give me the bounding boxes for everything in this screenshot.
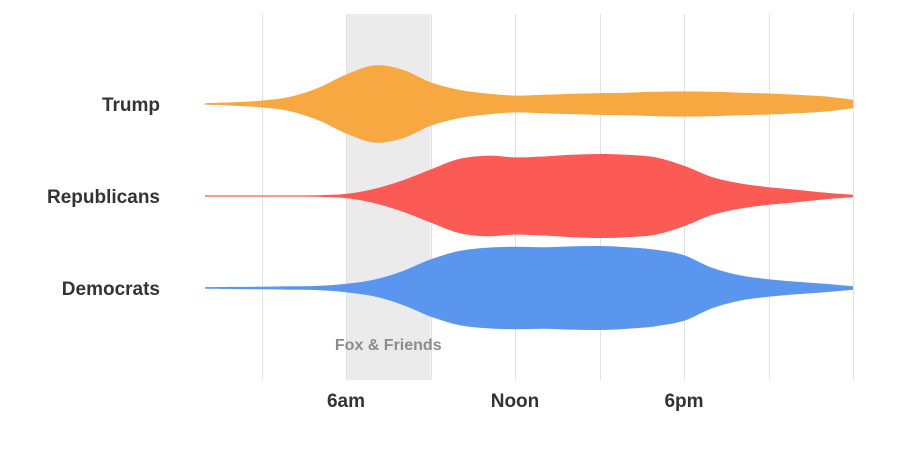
stream-democrats: [203, 245, 853, 331]
stream-republicans: [203, 154, 853, 238]
stream-trump: [203, 65, 853, 143]
x-tick-label: 6pm: [664, 391, 703, 412]
series-label-democrats: Democrats: [62, 279, 160, 300]
x-tick-label: 6am: [327, 391, 365, 412]
series-label-trump: Trump: [102, 95, 160, 116]
x-tick-label: Noon: [491, 391, 540, 412]
series-label-republicans: Republicans: [47, 187, 160, 208]
annotation-label: Fox & Friends: [335, 337, 442, 354]
